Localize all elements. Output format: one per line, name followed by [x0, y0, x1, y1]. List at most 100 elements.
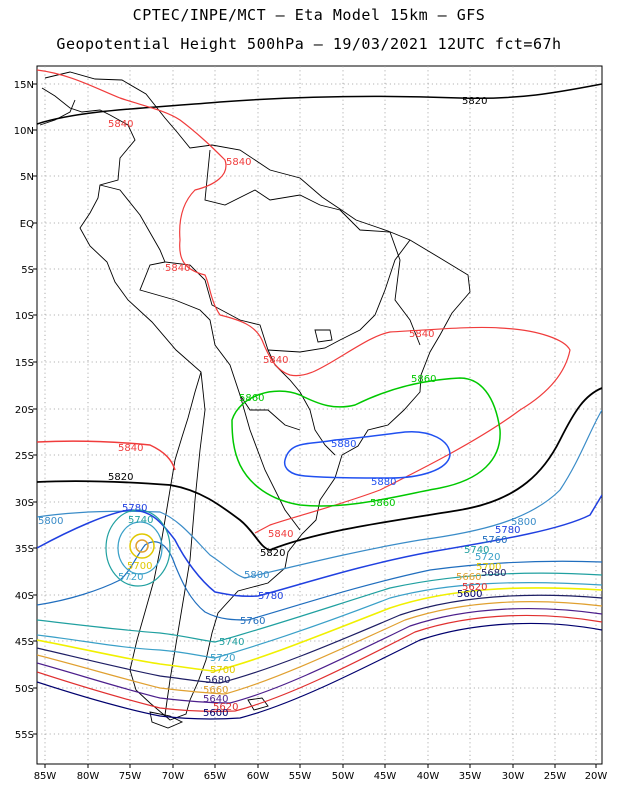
contour-label: 5640 [203, 694, 228, 705]
south-america-coast [41, 71, 471, 721]
lon-label: 50W [332, 771, 355, 782]
lat-label: 15S [15, 358, 34, 369]
contour-label: 5720 [210, 653, 235, 664]
lat-label: 5S [21, 265, 34, 276]
contour-5620 [37, 614, 602, 712]
contour-5640 [37, 607, 602, 704]
contour-5800 [37, 409, 602, 579]
contour-5820-south [37, 387, 602, 551]
lat-label: 30S [15, 498, 34, 509]
lat-label: 10S [15, 311, 34, 322]
lon-label: 25W [544, 771, 567, 782]
contour-label: 5780 [122, 503, 147, 514]
borders-8 [339, 209, 421, 346]
contour-label: 5860 [411, 374, 436, 385]
contour-5820-north [37, 83, 602, 125]
lat-label: EQ [20, 219, 34, 230]
lat-label: 15N [14, 80, 34, 91]
title-line-2: Geopotential Height 500hPa – 19/03/2021 … [56, 35, 562, 53]
contour-label: 5760 [240, 616, 265, 627]
contour-label: 5820 [108, 472, 133, 483]
continent-coastline [39, 71, 471, 729]
latitude-labels: 15N 10N 5N EQ 5S 10S 15S 20S 25S 30S 35S… [14, 80, 34, 741]
borders-7 [164, 371, 206, 716]
contour-label: 5620 [462, 582, 487, 593]
contour-label: 5680 [481, 568, 506, 579]
contour-label: 5740 [464, 545, 489, 556]
lon-label: 60W [247, 771, 270, 782]
cutoff-5660 [135, 539, 149, 553]
tierra-del-fuego [149, 711, 184, 729]
lon-label: 30W [502, 771, 525, 782]
lon-label: 85W [34, 771, 57, 782]
lon-label: 40W [417, 771, 440, 782]
contour-label: 5700 [476, 562, 501, 573]
contour-label: 5840 [108, 119, 133, 130]
contour-5700 [37, 587, 602, 672]
lat-label: 35S [15, 544, 34, 555]
contour-label: 5720 [118, 572, 143, 583]
contour-label: 5800 [38, 516, 63, 527]
contour-label: 5880 [371, 477, 396, 488]
lat-label: 45S [15, 637, 34, 648]
map-frame [36, 65, 603, 765]
contour-label: 5820 [260, 548, 285, 559]
borders-4 [267, 239, 411, 353]
central-america-coast [39, 99, 76, 126]
contour-label: 5820 [462, 96, 487, 107]
lat-label: 25S [15, 451, 34, 462]
borders-3 [204, 149, 341, 211]
contour-5860 [231, 377, 501, 507]
lon-label: 20W [585, 771, 608, 782]
borders-5 [299, 391, 336, 456]
lat-label: 10N [14, 126, 34, 137]
lat-label: 50S [15, 684, 34, 695]
contour-label: 5760 [482, 535, 507, 546]
contour-5840-north [37, 69, 571, 534]
contour-label: 5700 [127, 561, 152, 572]
contour-label: 5840 [268, 529, 293, 540]
lat-label: 20S [15, 405, 34, 416]
axis-ticks [33, 83, 597, 768]
contour-label: 5660 [203, 685, 228, 696]
longitude-labels: 85W 80W 75W 70W 65W 60W 55W 50W 45W 40W … [34, 771, 608, 782]
contour-label: 5720 [475, 552, 500, 563]
contour-5720 [37, 581, 602, 659]
lat-label: 55S [15, 730, 34, 741]
contour-label: 5620 [213, 702, 238, 713]
contour-label: 5660 [456, 572, 481, 583]
lon-label: 80W [77, 771, 100, 782]
contour-label: 5840 [263, 355, 288, 366]
cutoff-5740 [105, 509, 171, 587]
contour-label: 5840 [226, 157, 251, 168]
contour-label: 5680 [205, 675, 230, 686]
lon-label: 65W [204, 771, 227, 782]
lon-label: 70W [162, 771, 185, 782]
lon-label: 75W [119, 771, 142, 782]
contour-label: 5780 [258, 591, 283, 602]
contour-label: 5600 [457, 589, 482, 600]
borders-2 [139, 261, 301, 431]
contour-5780 [37, 494, 602, 597]
lon-label: 35W [459, 771, 482, 782]
contour-5880 [283, 431, 451, 479]
contour-label: 5860 [239, 393, 264, 404]
contour-label: 5600 [203, 708, 228, 719]
contour-5840-west [37, 440, 176, 471]
contour-5740 [37, 572, 602, 643]
lon-label: 55W [289, 771, 312, 782]
contour-label: 5740 [219, 637, 244, 648]
contour-5600 [37, 622, 602, 720]
contour-label: 5840 [165, 263, 190, 274]
contour-label: 5740 [128, 515, 153, 526]
cutoff-5700 [129, 533, 155, 559]
contour-label: 5700 [210, 665, 235, 676]
contour-5680 [37, 594, 602, 684]
contour-labels: 5820 5840 5840 5840 5840 5840 5840 5840 … [38, 96, 536, 719]
contour-label: 5860 [370, 498, 395, 509]
lat-lon-grid [37, 66, 602, 764]
contour-lines [37, 69, 602, 720]
contour-label: 5780 [495, 525, 520, 536]
contour-label: 5800 [244, 570, 269, 581]
